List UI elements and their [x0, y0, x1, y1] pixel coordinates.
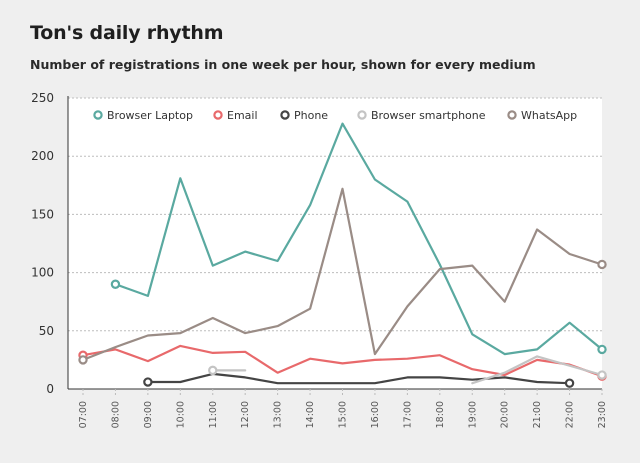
series-line — [114, 122, 604, 356]
x-tick-label: 08:00 — [110, 401, 121, 428]
legend-label: Email — [227, 109, 258, 122]
legend-label: Browser Laptop — [107, 109, 193, 122]
x-tick-label: 20:00 — [500, 401, 511, 428]
series — [78, 122, 607, 388]
series-line — [81, 344, 604, 378]
x-tick-label: 19:00 — [467, 401, 478, 428]
legend-marker — [507, 110, 517, 120]
legend-label: Phone — [294, 109, 328, 122]
x-tick-label: 16:00 — [370, 401, 381, 428]
legend-marker — [93, 110, 103, 120]
y-tick-label: 100 — [31, 266, 54, 280]
x-tick-label: 22:00 — [565, 401, 576, 428]
data-point-marker — [597, 370, 607, 380]
series-browser-laptop — [110, 122, 607, 356]
x-tick-label: 21:00 — [532, 401, 543, 428]
series-phone — [143, 372, 575, 388]
data-point-marker — [208, 365, 218, 376]
data-point-marker — [564, 378, 575, 388]
y-tick-label: 200 — [31, 149, 54, 163]
series-line — [146, 372, 571, 385]
chart-subtitle: Number of registrations in one week per … — [30, 57, 536, 72]
x-tick-label: 23:00 — [597, 401, 608, 428]
legend-label: Browser smartphone — [371, 109, 486, 122]
axes: 0 50 100 150 200 250 07:00 08:00 09:00 10:00 11:00… — [31, 91, 608, 428]
data-point-marker — [597, 259, 607, 270]
x-tick-label: 15:00 — [338, 401, 349, 428]
data-point-marker — [143, 377, 153, 387]
x-tick-label: 10:00 — [175, 401, 186, 428]
series-line — [81, 187, 604, 361]
x-tick-label: 17:00 — [402, 401, 413, 428]
legend-label: WhatsApp — [521, 109, 577, 122]
y-tick-label: 50 — [39, 324, 54, 338]
x-tick-label: 09:00 — [143, 401, 154, 428]
legend-marker — [357, 110, 367, 120]
legend: Browser Laptop Email Phone Browser smartpho… — [93, 109, 577, 122]
legend-marker — [213, 110, 223, 120]
series-browser-smartphone — [208, 355, 607, 385]
chart-title: Ton's daily rhythm — [30, 22, 224, 44]
plot-area — [68, 98, 602, 389]
x-tick-label: 13:00 — [273, 401, 284, 428]
legend-marker — [280, 110, 290, 120]
series-line — [471, 355, 604, 385]
y-tick-label: 0 — [46, 382, 54, 396]
series-whatsapp — [78, 187, 607, 365]
y-tick-label: 150 — [31, 207, 54, 221]
gridlines — [68, 97, 602, 389]
x-tick-label: 12:00 — [240, 401, 251, 428]
x-tick-label: 18:00 — [435, 401, 446, 428]
data-point-marker — [110, 279, 121, 289]
data-point-marker — [597, 344, 607, 355]
y-tick-label: 250 — [31, 91, 54, 105]
data-point-marker — [78, 355, 88, 365]
x-tick-label: 07:00 — [78, 401, 89, 428]
x-tick-label: 14:00 — [305, 401, 316, 428]
x-tick-label: 11:00 — [208, 401, 219, 428]
